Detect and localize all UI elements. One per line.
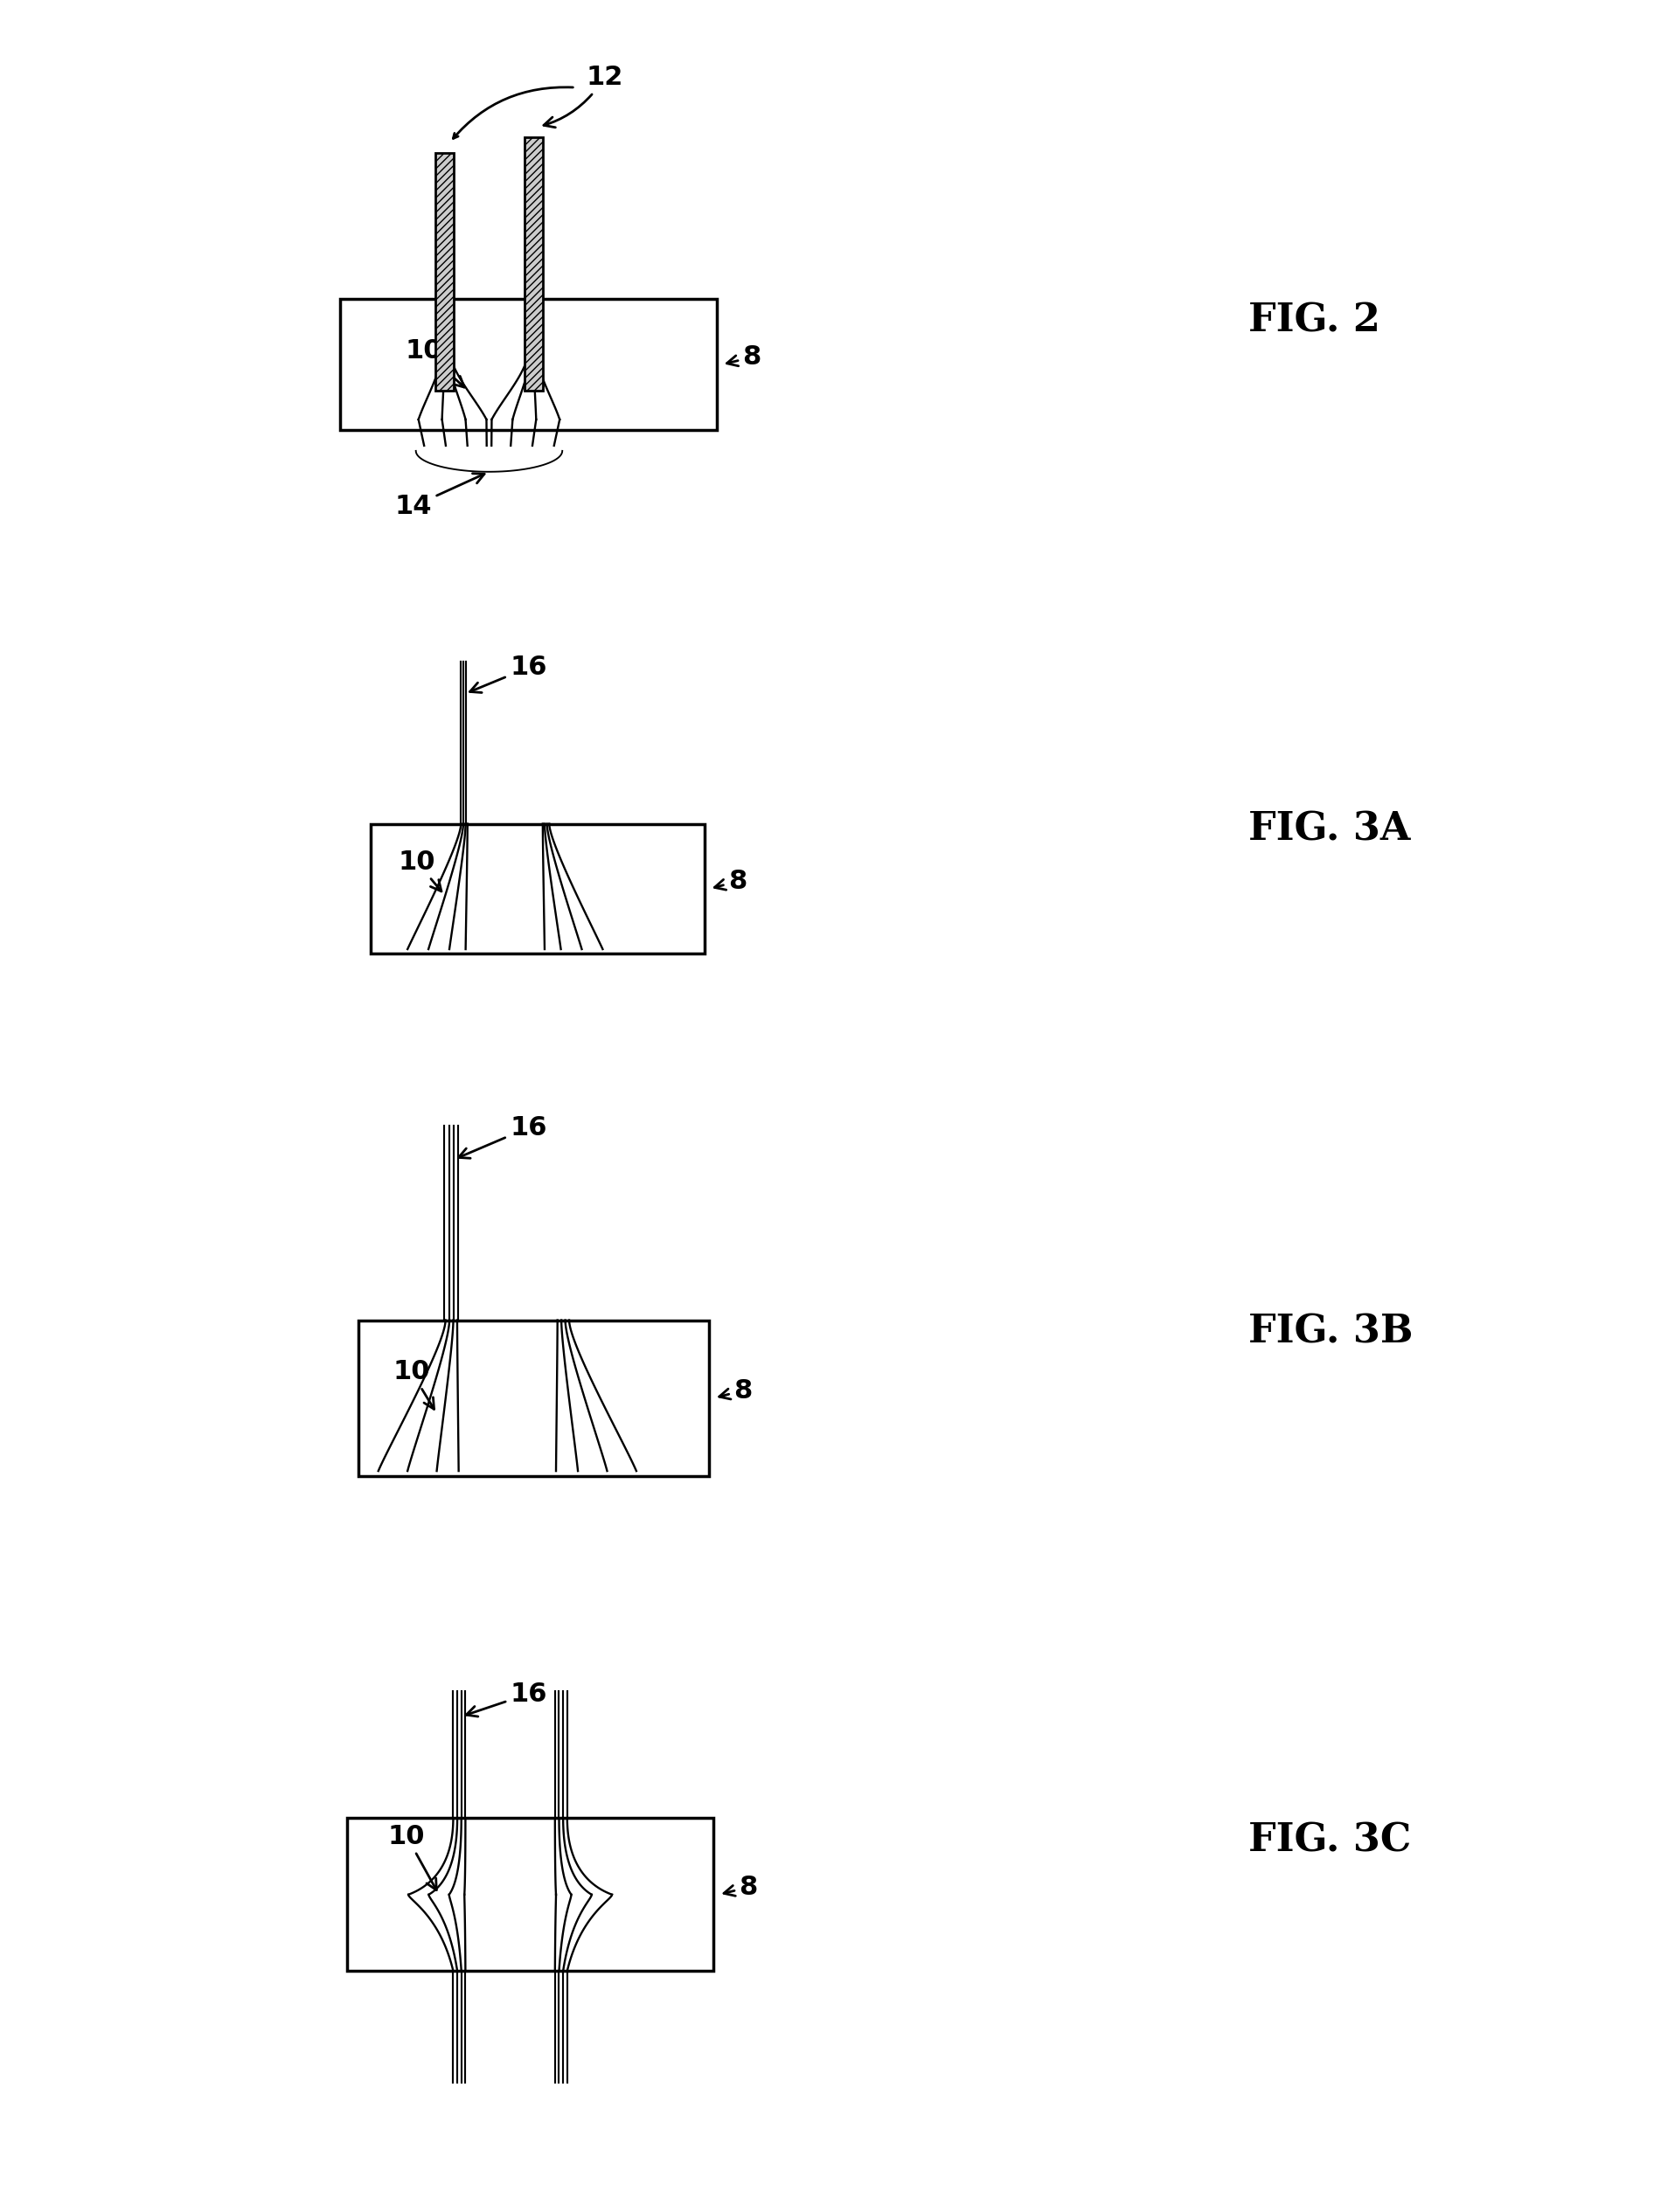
Text: 8: 8	[724, 1874, 758, 1900]
Text: FIG. 3C: FIG. 3C	[1249, 1823, 1411, 1858]
Bar	[341, 299, 716, 429]
Text: FIG. 3B: FIG. 3B	[1249, 1314, 1414, 1349]
Text: 16: 16	[466, 1681, 547, 1717]
Bar	[435, 153, 453, 392]
Bar	[347, 1818, 715, 1971]
Bar	[370, 823, 705, 953]
Text: 14: 14	[395, 473, 485, 520]
Text: FIG. 3A: FIG. 3A	[1249, 812, 1411, 847]
Text: FIG. 2: FIG. 2	[1249, 303, 1381, 338]
Text: 12: 12	[544, 64, 624, 128]
Text: 8: 8	[715, 869, 746, 894]
Text: 10: 10	[389, 1823, 437, 1889]
Bar	[524, 137, 543, 392]
Bar	[359, 1321, 710, 1475]
Text: 10: 10	[394, 1358, 433, 1409]
Text: 16: 16	[470, 655, 547, 692]
Text: 16: 16	[458, 1115, 547, 1159]
Text: 10: 10	[405, 338, 465, 387]
Text: 10: 10	[399, 849, 442, 891]
Text: 8: 8	[726, 345, 761, 369]
Text: 8: 8	[719, 1378, 753, 1402]
